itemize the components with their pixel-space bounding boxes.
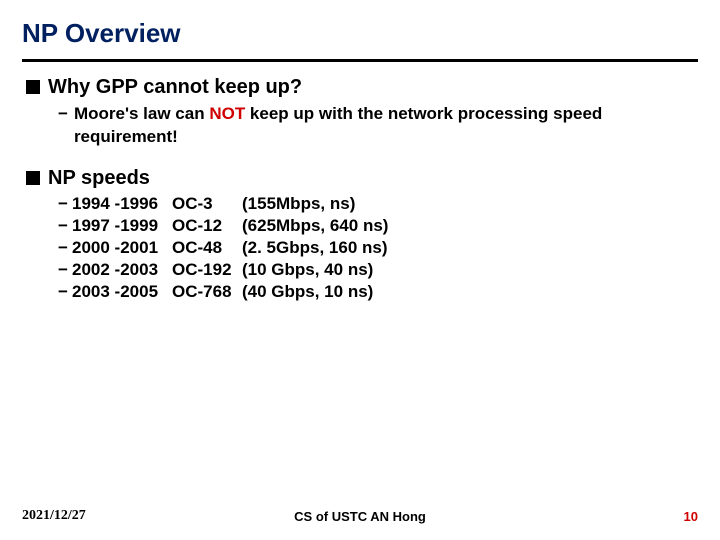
speed-rest: (155Mbps, ns)	[242, 194, 698, 214]
dash-icon: −	[58, 194, 72, 214]
subbullet-moores-law: − Moore's law can NOT keep up with the n…	[58, 103, 698, 149]
square-bullet-icon	[26, 80, 40, 94]
dash-icon: −	[58, 216, 72, 236]
not-emphasis: NOT	[209, 104, 245, 123]
subbullet-moores-law-text: Moore's law can NOT keep up with the net…	[74, 103, 698, 149]
bullet-why-gpp: Why GPP cannot keep up?	[26, 76, 698, 99]
title-rule	[22, 59, 698, 62]
speed-years: 2000 -2001	[72, 238, 172, 258]
speed-oc: OC-48	[172, 238, 242, 258]
bullet-np-speeds: NP speeds	[26, 167, 698, 190]
subbullet-prefix: Moore's law can	[74, 104, 209, 123]
footer: 2021/12/27 CS of USTC AN Hong 10	[22, 508, 698, 524]
speed-oc: OC-12	[172, 216, 242, 236]
speed-row: − 2000 -2001 OC-48 (2. 5Gbps, 160 ns)	[58, 238, 698, 258]
speed-years: 2002 -2003	[72, 260, 172, 280]
speed-row: − 2003 -2005 OC-768 (40 Gbps, 10 ns)	[58, 282, 698, 302]
speed-row: − 1994 -1996 OC-3 (155Mbps, ns)	[58, 194, 698, 214]
speed-rest: (625Mbps, 640 ns)	[242, 216, 698, 236]
dash-icon: −	[58, 103, 68, 126]
speed-oc: OC-192	[172, 260, 242, 280]
footer-center: CS of USTC AN Hong	[22, 509, 698, 524]
square-bullet-icon	[26, 171, 40, 185]
speed-rest: (40 Gbps, 10 ns)	[242, 282, 698, 302]
dash-icon: −	[58, 260, 72, 280]
speed-years: 2003 -2005	[72, 282, 172, 302]
speed-rest: (2. 5Gbps, 160 ns)	[242, 238, 698, 258]
speed-row: − 1997 -1999 OC-12 (625Mbps, 640 ns)	[58, 216, 698, 236]
speed-years: 1994 -1996	[72, 194, 172, 214]
speed-row: − 2002 -2003 OC-192 (10 Gbps, 40 ns)	[58, 260, 698, 280]
speed-years: 1997 -1999	[72, 216, 172, 236]
dash-icon: −	[58, 282, 72, 302]
dash-icon: −	[58, 238, 72, 258]
speed-oc: OC-3	[172, 194, 242, 214]
slide-title: NP Overview	[22, 18, 698, 49]
bullet-why-gpp-text: Why GPP cannot keep up?	[48, 76, 302, 99]
speed-rest: (10 Gbps, 40 ns)	[242, 260, 698, 280]
speed-oc: OC-768	[172, 282, 242, 302]
bullet-np-speeds-text: NP speeds	[48, 167, 150, 190]
